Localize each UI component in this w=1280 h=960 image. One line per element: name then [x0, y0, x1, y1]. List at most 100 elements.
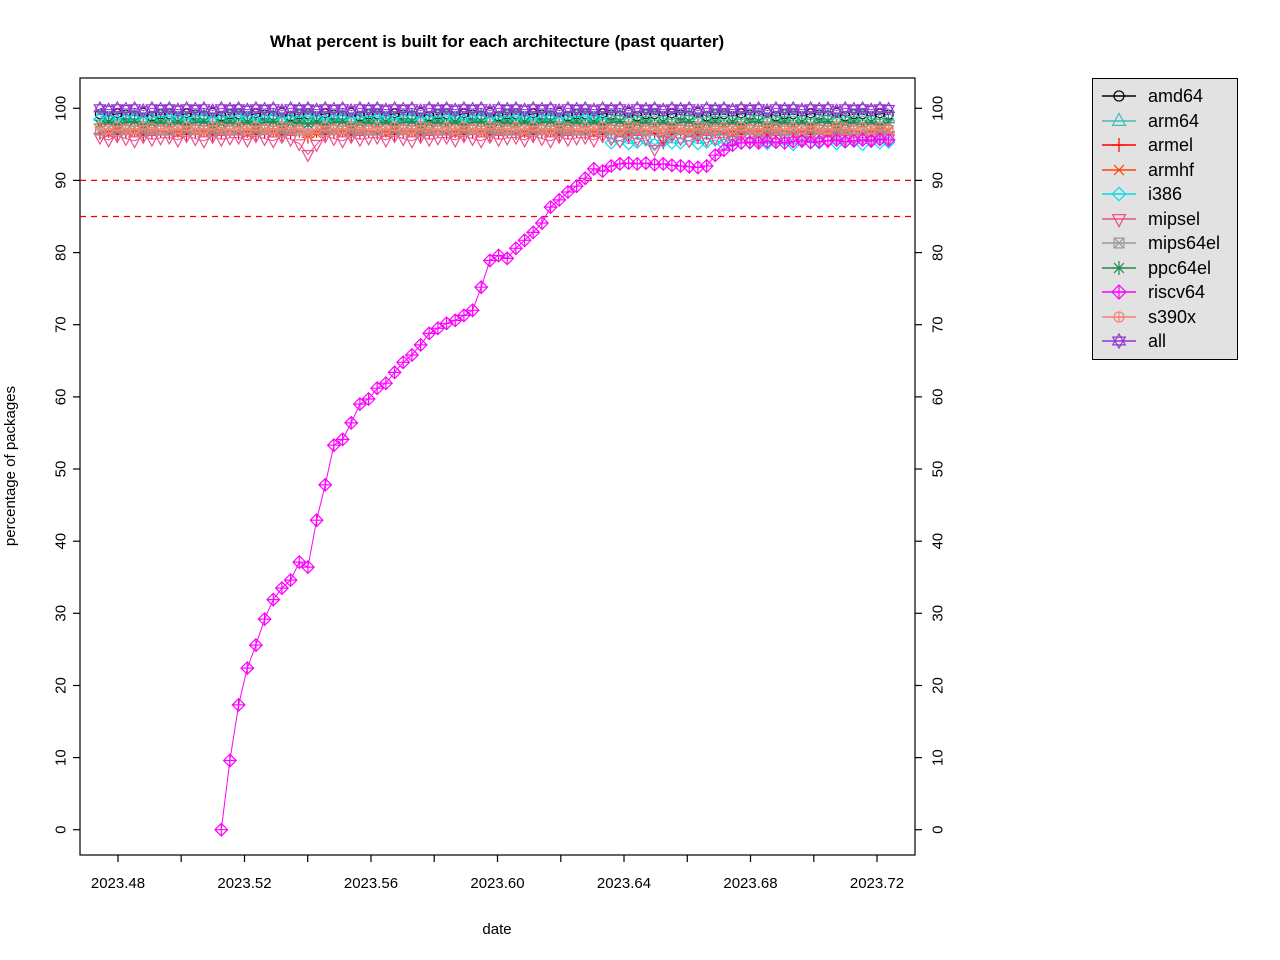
legend-label-all: all [1148, 331, 1167, 352]
y-tick-label: 60 [930, 389, 947, 406]
all-marker [630, 100, 644, 116]
y-tick-label: 100 [53, 96, 70, 121]
riscv64-marker [240, 660, 255, 676]
s390x-marker [346, 120, 357, 131]
x-tick-label: 2023.68 [723, 875, 777, 892]
ppc64el-marker [778, 115, 791, 129]
i386-marker [604, 136, 619, 150]
y-tick-label: 30 [53, 605, 70, 622]
s390x-marker [580, 121, 591, 133]
s390x-marker [476, 124, 487, 136]
s390x-marker [874, 121, 886, 132]
mipsel-marker [448, 135, 463, 149]
s390x-marker [484, 120, 496, 131]
y-tick-label: 70 [930, 316, 947, 333]
ppc64el-marker [682, 115, 696, 128]
s390x-marker [242, 124, 253, 135]
all-marker [769, 100, 783, 116]
riscv64-marker [378, 376, 394, 391]
ppc64el-marker [466, 116, 479, 129]
riscv64-marker [465, 303, 480, 318]
legend-item-ppc64el: ppc64el [1101, 256, 1231, 281]
s390x-marker [857, 121, 868, 133]
s390x-marker [224, 124, 236, 135]
mipsel-marker [127, 136, 142, 149]
y-tick-label: 10 [53, 749, 70, 766]
legend-ppc64el-marker [1112, 260, 1126, 275]
mipsel-marker [517, 135, 532, 149]
ppc64el-marker [656, 115, 670, 129]
ppc64el-marker [171, 115, 185, 129]
x-axis: 2023.48 2023.52 2023.56 2023.60 2023.64 2023.… [91, 855, 904, 892]
ppc64el-marker [847, 115, 861, 129]
i386-marker [621, 136, 636, 151]
mipsel-marker [145, 134, 159, 148]
y-tick-label: 90 [930, 172, 947, 189]
all-marker [699, 100, 714, 116]
mipsel-marker [578, 132, 593, 146]
y-tick-label: 50 [53, 461, 70, 478]
riscv64-marker [274, 580, 290, 596]
ppc64el-marker [518, 115, 531, 129]
s390x-marker [571, 124, 582, 135]
s390x-marker [848, 124, 860, 135]
series-riscv64 [214, 132, 896, 837]
riscv64-marker [482, 253, 498, 268]
s390x-marker [415, 120, 426, 131]
s390x-marker [519, 124, 530, 135]
ppc64el-marker [128, 115, 141, 128]
all-marker [500, 101, 514, 117]
y-tick-label: 20 [930, 677, 947, 694]
all-marker [318, 100, 332, 116]
mipsel-marker [379, 135, 393, 149]
legend-item-riscv64: riscv64 [1101, 280, 1231, 305]
ppc64el-marker [267, 115, 280, 128]
ppc64el-marker [535, 116, 549, 129]
legend-s390x-marker [1113, 311, 1125, 323]
riscv64-marker [422, 326, 437, 341]
ppc64el-marker [639, 115, 653, 129]
ppc64el-marker [154, 115, 167, 129]
s390x-marker [250, 121, 262, 132]
ppc64el-marker [336, 115, 349, 128]
s390x-marker [493, 122, 504, 133]
s390x-marker [181, 121, 192, 132]
legend-item-arm64: arm64 [1101, 109, 1231, 134]
all-marker [214, 100, 229, 116]
s390x-marker [406, 124, 418, 136]
y-tick-label: 100 [930, 96, 947, 121]
riscv64-marker [630, 156, 645, 172]
ppc64el-marker [500, 115, 514, 129]
y-tick-label: 80 [53, 244, 70, 261]
s390x-marker [658, 124, 669, 135]
riscv64-marker [292, 554, 307, 570]
riscv64-marker [448, 313, 463, 328]
riscv64-marker [266, 592, 281, 607]
plot-border [79, 77, 916, 856]
legend-marker-mips64el-icon [1102, 237, 1136, 249]
s390x-marker [172, 124, 184, 135]
all-marker [179, 100, 194, 116]
mipsel-marker [656, 135, 671, 149]
legend-marker-armel-icon [1102, 138, 1136, 153]
s390x-marker [805, 121, 816, 132]
mipsel-marker [717, 132, 731, 146]
s390x-marker [614, 124, 626, 136]
s390x-marker [328, 123, 340, 134]
legend-arm64-marker [1111, 111, 1127, 126]
y-tick-label: 30 [930, 605, 947, 622]
ppc64el-marker [674, 116, 687, 129]
all-marker [847, 101, 861, 117]
riscv64-marker [283, 572, 298, 588]
riscv64-marker [300, 559, 316, 575]
y-axis-label: percentage of packages [2, 386, 19, 546]
s390x-marker [866, 124, 877, 135]
y-tick-label: 0 [53, 826, 70, 834]
s390x-marker [285, 122, 296, 133]
s390x-marker [294, 124, 305, 135]
riscv64-marker [742, 135, 758, 150]
y-tick-label: 90 [53, 172, 70, 189]
s390x-marker [796, 124, 808, 135]
legend-all-marker [1111, 333, 1127, 350]
legend-label-armel: armel [1148, 135, 1194, 156]
